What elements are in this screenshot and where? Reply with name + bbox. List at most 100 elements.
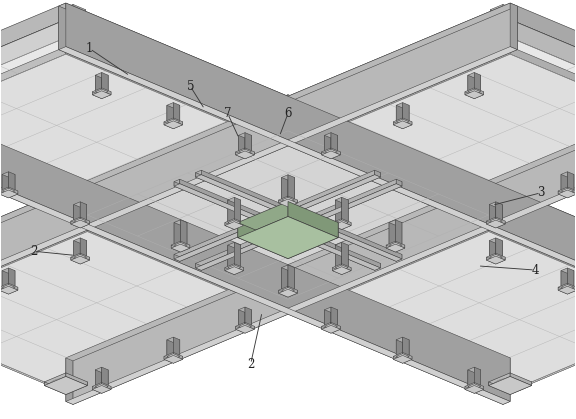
Polygon shape bbox=[389, 220, 396, 245]
Polygon shape bbox=[288, 265, 510, 374]
Polygon shape bbox=[321, 151, 340, 159]
Polygon shape bbox=[236, 326, 255, 333]
Polygon shape bbox=[50, 378, 82, 392]
Polygon shape bbox=[173, 122, 183, 129]
Polygon shape bbox=[60, 10, 73, 21]
Polygon shape bbox=[228, 200, 234, 225]
Polygon shape bbox=[88, 224, 267, 307]
Polygon shape bbox=[502, 383, 518, 390]
Polygon shape bbox=[66, 299, 267, 391]
Polygon shape bbox=[174, 170, 375, 259]
Polygon shape bbox=[196, 170, 201, 177]
Polygon shape bbox=[92, 92, 102, 98]
Polygon shape bbox=[288, 268, 294, 293]
Polygon shape bbox=[567, 283, 576, 290]
Polygon shape bbox=[66, 87, 576, 401]
Polygon shape bbox=[324, 310, 331, 329]
Polygon shape bbox=[66, 3, 576, 317]
Polygon shape bbox=[488, 377, 532, 395]
Polygon shape bbox=[331, 310, 338, 329]
Polygon shape bbox=[331, 326, 340, 333]
Polygon shape bbox=[171, 245, 180, 252]
Polygon shape bbox=[228, 265, 241, 270]
Polygon shape bbox=[2, 172, 9, 191]
Polygon shape bbox=[2, 271, 9, 290]
Polygon shape bbox=[275, 245, 288, 256]
Polygon shape bbox=[335, 220, 348, 225]
Polygon shape bbox=[92, 91, 111, 98]
Polygon shape bbox=[403, 118, 412, 125]
Polygon shape bbox=[73, 335, 86, 346]
Polygon shape bbox=[60, 10, 86, 21]
Polygon shape bbox=[66, 131, 576, 404]
Polygon shape bbox=[66, 265, 288, 374]
Polygon shape bbox=[74, 254, 86, 260]
Text: 4: 4 bbox=[531, 264, 539, 277]
Polygon shape bbox=[490, 218, 502, 224]
Polygon shape bbox=[403, 122, 412, 129]
Polygon shape bbox=[80, 238, 86, 257]
Polygon shape bbox=[288, 215, 576, 393]
Polygon shape bbox=[225, 222, 244, 230]
Polygon shape bbox=[80, 202, 86, 221]
Polygon shape bbox=[9, 283, 18, 290]
Polygon shape bbox=[396, 241, 405, 248]
Polygon shape bbox=[510, 290, 576, 393]
Polygon shape bbox=[488, 373, 510, 385]
Polygon shape bbox=[60, 341, 86, 351]
Polygon shape bbox=[561, 285, 574, 290]
Polygon shape bbox=[496, 204, 502, 224]
Polygon shape bbox=[0, 104, 88, 215]
Polygon shape bbox=[494, 378, 526, 392]
Polygon shape bbox=[171, 241, 180, 248]
Polygon shape bbox=[275, 250, 301, 261]
Polygon shape bbox=[321, 326, 331, 333]
Polygon shape bbox=[375, 264, 380, 270]
Polygon shape bbox=[74, 204, 80, 224]
Polygon shape bbox=[102, 75, 108, 94]
Polygon shape bbox=[180, 220, 187, 245]
Polygon shape bbox=[488, 181, 576, 290]
Polygon shape bbox=[173, 340, 180, 359]
Polygon shape bbox=[0, 122, 88, 214]
Polygon shape bbox=[88, 113, 288, 215]
Polygon shape bbox=[375, 170, 380, 177]
Polygon shape bbox=[66, 47, 267, 138]
Polygon shape bbox=[245, 148, 255, 155]
Polygon shape bbox=[234, 268, 244, 274]
Polygon shape bbox=[275, 100, 301, 111]
Polygon shape bbox=[74, 218, 86, 224]
Polygon shape bbox=[510, 3, 517, 49]
Polygon shape bbox=[92, 386, 102, 393]
Polygon shape bbox=[332, 219, 342, 225]
Polygon shape bbox=[96, 175, 122, 186]
Polygon shape bbox=[335, 242, 342, 268]
Polygon shape bbox=[396, 105, 403, 124]
Polygon shape bbox=[80, 257, 89, 264]
Polygon shape bbox=[288, 113, 488, 215]
Polygon shape bbox=[74, 238, 80, 257]
Polygon shape bbox=[393, 356, 403, 363]
Polygon shape bbox=[228, 220, 241, 225]
Polygon shape bbox=[288, 38, 576, 215]
Polygon shape bbox=[288, 197, 488, 299]
Polygon shape bbox=[496, 238, 502, 257]
Polygon shape bbox=[309, 232, 576, 391]
Polygon shape bbox=[474, 367, 481, 386]
Polygon shape bbox=[59, 6, 576, 320]
Polygon shape bbox=[496, 221, 505, 228]
Polygon shape bbox=[73, 4, 86, 15]
Polygon shape bbox=[0, 197, 88, 308]
Polygon shape bbox=[396, 222, 402, 248]
Polygon shape bbox=[0, 87, 510, 401]
Polygon shape bbox=[0, 232, 267, 391]
Polygon shape bbox=[236, 326, 245, 333]
Polygon shape bbox=[245, 307, 252, 326]
Polygon shape bbox=[454, 175, 480, 186]
Polygon shape bbox=[288, 175, 294, 200]
Polygon shape bbox=[95, 384, 108, 389]
Polygon shape bbox=[73, 340, 86, 351]
Polygon shape bbox=[474, 75, 481, 94]
Polygon shape bbox=[180, 173, 380, 261]
Text: 3: 3 bbox=[537, 186, 544, 199]
